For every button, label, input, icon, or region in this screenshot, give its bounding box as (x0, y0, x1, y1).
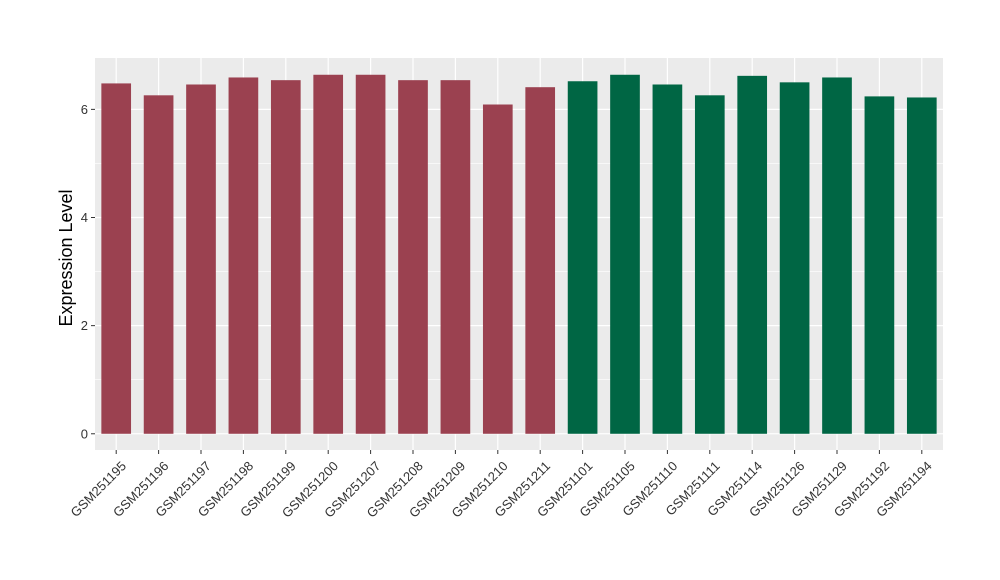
bar-GSM251200 (313, 74, 344, 434)
bar-GSM251194 (906, 97, 937, 434)
y-tick-label: 0 (81, 426, 88, 441)
bar-GSM251198 (228, 77, 259, 434)
bar-GSM251192 (864, 96, 895, 434)
bar-GSM251208 (398, 80, 428, 434)
bar-GSM251129 (822, 77, 852, 434)
bar-GSM251211 (525, 87, 556, 434)
bar-GSM251196 (143, 95, 174, 434)
bar-GSM251207 (355, 74, 386, 434)
y-axis: 0 2 4 6 (81, 102, 95, 441)
bar-GSM251105 (610, 74, 640, 434)
bars (101, 74, 937, 434)
plot-panel (95, 58, 943, 450)
y-tick-label: 4 (81, 210, 88, 225)
y-tick-label: 2 (81, 318, 88, 333)
bar-GSM251101 (567, 81, 598, 434)
bar-GSM251197 (186, 84, 216, 434)
bar-GSM251111 (694, 95, 725, 434)
bar-GSM251199 (270, 80, 301, 434)
bar-GSM251126 (779, 82, 810, 434)
y-axis-title: Expression Level (56, 189, 76, 326)
bar-GSM251209 (440, 80, 471, 434)
x-axis: GSM251195GSM251196GSM251197GSM251198GSM2… (68, 450, 935, 521)
bar-GSM251210 (482, 104, 513, 434)
bar-GSM251195 (101, 83, 132, 434)
bar-GSM251110 (652, 84, 683, 434)
bar-GSM251114 (737, 75, 768, 434)
y-tick-label: 6 (81, 102, 88, 117)
